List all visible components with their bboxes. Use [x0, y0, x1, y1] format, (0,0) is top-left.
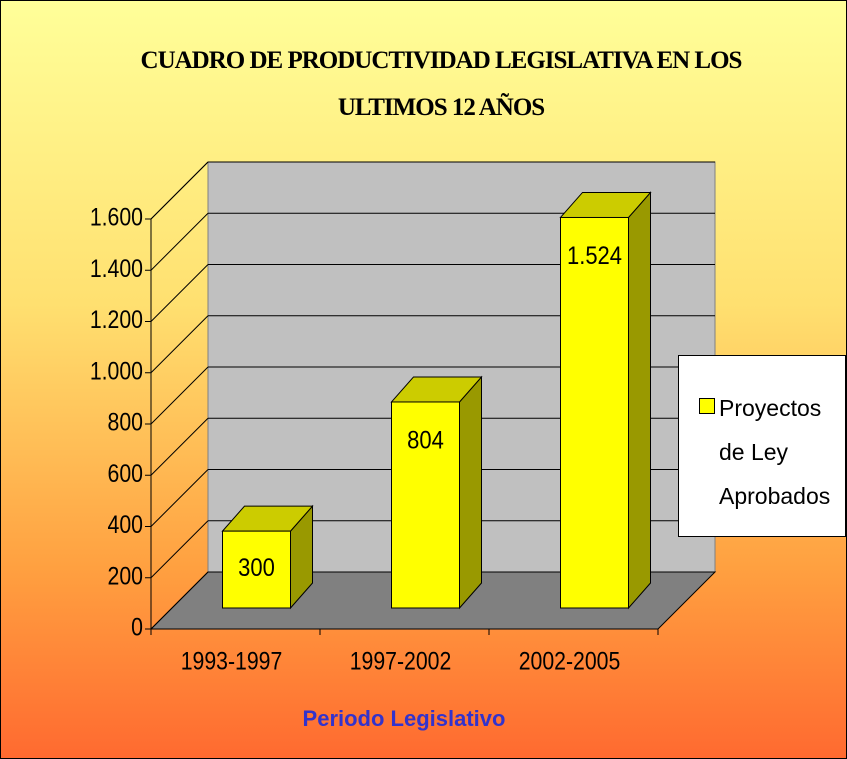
chart-title: CUADRO DE PRODUCTIVIDAD LEGISLATIVA EN L… [140, 47, 743, 121]
grid-line-side [150, 571, 209, 630]
y-tick-label: 1.000 [90, 357, 143, 385]
x-axis-label: Periodo Legislativo [302, 706, 506, 731]
x-tick-label: 2002-2005 [519, 647, 621, 675]
y-tick-label: 1.600 [90, 203, 143, 231]
bar [560, 216, 629, 609]
bar-side [459, 375, 482, 610]
grid-line-side [150, 417, 209, 476]
grid-line-side [150, 212, 209, 271]
x-tick-label: 1993-1997 [181, 647, 283, 675]
y-tick-label: 1.200 [90, 305, 143, 333]
legend: Proyectos de Ley Aprobados [678, 355, 846, 537]
grid-line-side [150, 520, 209, 579]
data-label: 804 [407, 426, 444, 454]
y-tick-label: 0 [131, 613, 143, 641]
grid-line-side [150, 264, 209, 322]
y-tick-label: 1.400 [90, 254, 143, 282]
grid-line-side [150, 161, 209, 220]
legend-label: Proyectos de Ley Aprobados [719, 395, 831, 509]
grid-line-side [150, 469, 209, 527]
legend-marker [699, 398, 715, 414]
y-tick-label: 400 [108, 510, 143, 538]
data-label: 1.524 [567, 242, 622, 270]
x-tick-label: 1997-2002 [350, 647, 452, 675]
bar-side [628, 191, 651, 610]
bar [222, 530, 291, 609]
data-label: 300 [238, 554, 275, 582]
y-tick-label: 600 [108, 459, 143, 487]
grid-line-side [150, 366, 209, 425]
bar [391, 401, 460, 609]
grid-line-side [150, 315, 209, 374]
y-tick-label: 200 [108, 562, 143, 590]
y-tick-label: 800 [108, 408, 143, 436]
